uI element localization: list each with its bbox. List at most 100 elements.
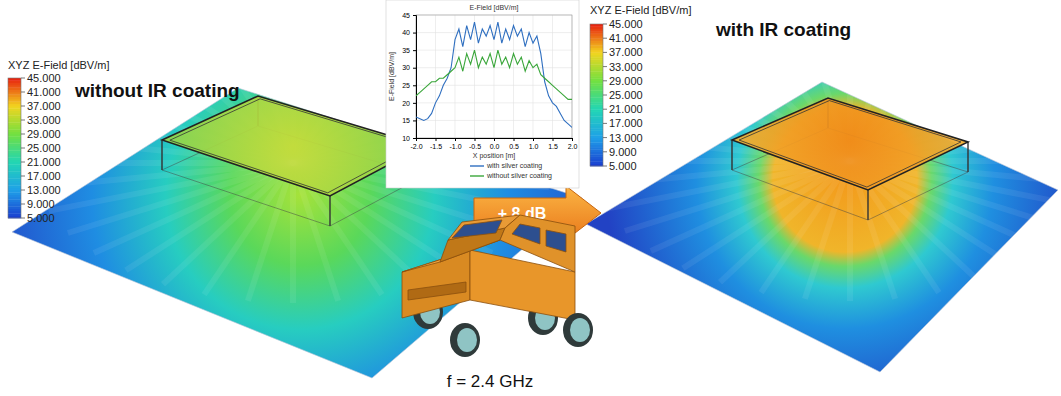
tyre [450,323,480,357]
colorbar-segment [590,36,603,39]
colorbar-segment [590,41,603,44]
colorbar-segment [8,202,21,205]
colorbar-segment [8,157,21,160]
colorbar-tick-label: 41.000 [27,86,61,98]
colorbar-tick [21,176,25,177]
x-tick-label: -1.0 [449,143,461,150]
y-tick-label: 20 [402,100,410,107]
colorbar-segment [8,197,21,200]
x-tick: -0.5 [469,138,481,150]
panel-title: without IR coating [74,80,240,101]
grid-line [513,15,514,138]
y-tick: 40 [402,29,416,36]
x-tick-label: 1.0 [529,143,539,150]
y-tick: 30 [402,64,416,71]
colorbar-tick [603,38,607,39]
y-tick-label: 35 [402,47,410,54]
colorbar-tick [603,166,607,167]
colorbar-segment [590,38,603,41]
colorbar-segment [8,136,21,139]
vehicle-window [512,224,540,244]
colorbar-tick [603,151,607,152]
colorbar-segment [590,55,603,58]
cage-leg [329,196,330,226]
x-tick-mark [455,138,456,141]
x-tick: -1.0 [449,138,461,150]
y-tick: 10 [402,135,416,142]
colorbar-segment [590,71,603,74]
colorbar-segment [590,161,603,164]
colorbar-segment [590,26,603,29]
colorbar-tick-label: 29.000 [27,128,61,140]
colorbar-segment [8,127,21,130]
y-tick: 35 [402,47,416,54]
colorbar-segment [590,119,603,122]
colorbar-segment [590,45,603,48]
colorbar-segment [590,60,603,63]
x-tick-mark [475,138,476,141]
cage-top [732,98,968,190]
colorbar-segment [590,43,603,46]
x-tick: -2.0 [410,138,422,150]
colorbar-tick [603,123,607,124]
colorbar-segment [8,162,21,165]
colorbar-segment [8,174,21,177]
y-tick-label: 10 [402,135,410,142]
colorbar-segment [8,167,21,170]
colorbar-tick-label: 21.000 [27,156,61,168]
legend-label: without silver coating [486,172,552,180]
x-tick-mark [494,138,495,141]
colorbar-segment [590,152,603,155]
colorbar-segment [8,94,21,97]
colorbar-segment [8,150,21,153]
colorbar-segment [590,138,603,141]
y-tick: 45 [402,12,416,19]
y-axis: 1015202530354045 [402,12,416,142]
colorbar-segment [8,113,21,116]
colorbar-tick-label: 13.000 [609,132,643,144]
colorbar-segment [8,195,21,198]
colorbar-segment [590,69,603,72]
colorbar-segment [8,132,21,135]
vehicle-windscreen [452,220,502,238]
colorbar-segment [8,171,21,174]
x-tick-label: 2.0 [568,143,578,150]
colorbar-segment [8,99,21,102]
colorbar-tick [603,80,607,81]
colorbar-segment [8,204,21,207]
colorbar-segment [590,112,603,115]
colorbar-tick-label: 9.000 [27,198,55,210]
colorbar-tick-label: 5.000 [609,160,637,172]
colorbar-tick-label: 37.000 [27,100,61,112]
grid-line [474,15,475,138]
series-line [416,22,572,127]
colorbar-segment [590,123,603,126]
colorbar-segment [8,183,21,186]
grid-line [552,15,553,138]
y-tick-mark [413,68,416,69]
colorbar-segment [590,67,603,70]
y-tick-mark [413,103,416,104]
cage-top [162,96,424,196]
cage-leg [967,142,968,172]
colorbar-segment [8,129,21,132]
y-axis-line [413,16,417,139]
colorbar-segment [8,85,21,88]
colorbar-tick-label: 21.000 [609,103,643,115]
colorbar-segment [590,109,603,112]
x-tick-mark [514,138,515,141]
colorbar-segment [8,160,21,163]
colorbar-segment [590,97,603,100]
colorbar-segment [590,74,603,77]
colorbar-segment [8,122,21,125]
colorbar-segment [590,88,603,91]
legend-swatch [470,175,484,176]
colorbar-segment [590,157,603,160]
colorbar-tick [21,120,25,121]
colorbar-segment [8,141,21,144]
colorbar-segment [590,149,603,152]
colorbar-segment [8,108,21,111]
x-tick-mark [572,138,573,141]
colorbar-segment [590,100,603,103]
colorbar-tick [603,95,607,96]
